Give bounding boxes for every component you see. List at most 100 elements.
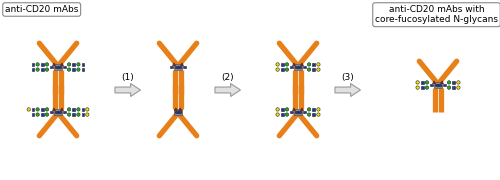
- FancyArrow shape: [115, 84, 140, 96]
- Text: (2): (2): [222, 73, 234, 82]
- FancyBboxPatch shape: [174, 109, 182, 115]
- FancyBboxPatch shape: [32, 113, 34, 116]
- FancyBboxPatch shape: [63, 111, 66, 113]
- FancyBboxPatch shape: [50, 111, 53, 113]
- Circle shape: [316, 63, 320, 66]
- Circle shape: [76, 68, 80, 71]
- FancyBboxPatch shape: [303, 111, 306, 113]
- FancyBboxPatch shape: [290, 111, 293, 113]
- Circle shape: [308, 68, 311, 71]
- Circle shape: [425, 81, 428, 84]
- Circle shape: [76, 113, 80, 116]
- Circle shape: [36, 108, 40, 111]
- Polygon shape: [440, 81, 444, 84]
- FancyBboxPatch shape: [50, 66, 53, 68]
- FancyBboxPatch shape: [175, 111, 178, 113]
- Circle shape: [316, 68, 320, 71]
- FancyBboxPatch shape: [72, 68, 75, 71]
- Circle shape: [76, 108, 80, 111]
- Polygon shape: [60, 108, 64, 111]
- FancyBboxPatch shape: [54, 64, 62, 70]
- Polygon shape: [60, 63, 64, 66]
- Polygon shape: [174, 108, 178, 111]
- FancyBboxPatch shape: [312, 108, 315, 111]
- FancyBboxPatch shape: [41, 113, 43, 116]
- FancyBboxPatch shape: [281, 68, 283, 71]
- FancyBboxPatch shape: [72, 108, 75, 111]
- FancyBboxPatch shape: [82, 108, 84, 111]
- Circle shape: [448, 81, 451, 84]
- Circle shape: [276, 68, 280, 71]
- Polygon shape: [178, 108, 182, 111]
- Circle shape: [86, 113, 89, 116]
- FancyBboxPatch shape: [430, 84, 433, 86]
- Polygon shape: [52, 108, 56, 111]
- Polygon shape: [432, 81, 436, 84]
- Circle shape: [308, 108, 311, 111]
- Circle shape: [68, 68, 71, 71]
- Circle shape: [416, 81, 420, 84]
- Circle shape: [276, 108, 280, 111]
- Circle shape: [76, 63, 80, 66]
- FancyBboxPatch shape: [295, 66, 298, 68]
- FancyBboxPatch shape: [298, 111, 301, 113]
- Polygon shape: [292, 63, 296, 66]
- Polygon shape: [172, 63, 176, 66]
- Circle shape: [36, 68, 40, 71]
- Circle shape: [456, 81, 460, 84]
- FancyBboxPatch shape: [290, 66, 293, 68]
- FancyBboxPatch shape: [55, 111, 58, 113]
- Text: anti-CD20 mAbs with
core-fucosylated N-glycans: anti-CD20 mAbs with core-fucosylated N-g…: [375, 5, 498, 24]
- FancyBboxPatch shape: [32, 63, 34, 66]
- FancyBboxPatch shape: [32, 68, 34, 71]
- Circle shape: [68, 63, 71, 66]
- FancyBboxPatch shape: [295, 111, 298, 113]
- FancyBboxPatch shape: [178, 66, 181, 68]
- FancyBboxPatch shape: [303, 66, 306, 68]
- FancyBboxPatch shape: [421, 81, 424, 84]
- FancyArrow shape: [215, 84, 240, 96]
- Circle shape: [316, 113, 320, 116]
- Circle shape: [45, 68, 48, 71]
- FancyBboxPatch shape: [443, 84, 446, 86]
- Circle shape: [285, 63, 288, 66]
- Circle shape: [448, 86, 451, 89]
- FancyBboxPatch shape: [32, 108, 34, 111]
- FancyBboxPatch shape: [54, 109, 62, 115]
- Circle shape: [68, 113, 71, 116]
- Circle shape: [86, 108, 89, 111]
- FancyBboxPatch shape: [421, 86, 424, 89]
- Polygon shape: [300, 108, 304, 111]
- Circle shape: [45, 63, 48, 66]
- FancyBboxPatch shape: [312, 68, 315, 71]
- FancyBboxPatch shape: [281, 113, 283, 116]
- FancyBboxPatch shape: [312, 63, 315, 66]
- FancyBboxPatch shape: [63, 66, 66, 68]
- Circle shape: [276, 113, 280, 116]
- FancyBboxPatch shape: [58, 111, 61, 113]
- FancyBboxPatch shape: [298, 66, 301, 68]
- FancyBboxPatch shape: [435, 84, 438, 86]
- Polygon shape: [300, 63, 304, 66]
- FancyBboxPatch shape: [58, 66, 61, 68]
- FancyBboxPatch shape: [183, 66, 186, 68]
- Circle shape: [456, 86, 460, 89]
- Circle shape: [308, 113, 311, 116]
- FancyBboxPatch shape: [294, 109, 302, 115]
- FancyBboxPatch shape: [434, 82, 442, 88]
- FancyArrow shape: [335, 84, 360, 96]
- Circle shape: [36, 113, 40, 116]
- Circle shape: [68, 108, 71, 111]
- FancyBboxPatch shape: [178, 111, 181, 113]
- FancyBboxPatch shape: [170, 66, 173, 68]
- FancyBboxPatch shape: [281, 108, 283, 111]
- FancyBboxPatch shape: [72, 63, 75, 66]
- FancyBboxPatch shape: [294, 64, 302, 70]
- FancyBboxPatch shape: [452, 86, 455, 89]
- FancyBboxPatch shape: [82, 113, 84, 116]
- FancyBboxPatch shape: [41, 108, 43, 111]
- Circle shape: [45, 108, 48, 111]
- Text: anti-CD20 mAbs: anti-CD20 mAbs: [5, 5, 78, 14]
- Circle shape: [27, 108, 30, 111]
- Text: (1): (1): [122, 73, 134, 82]
